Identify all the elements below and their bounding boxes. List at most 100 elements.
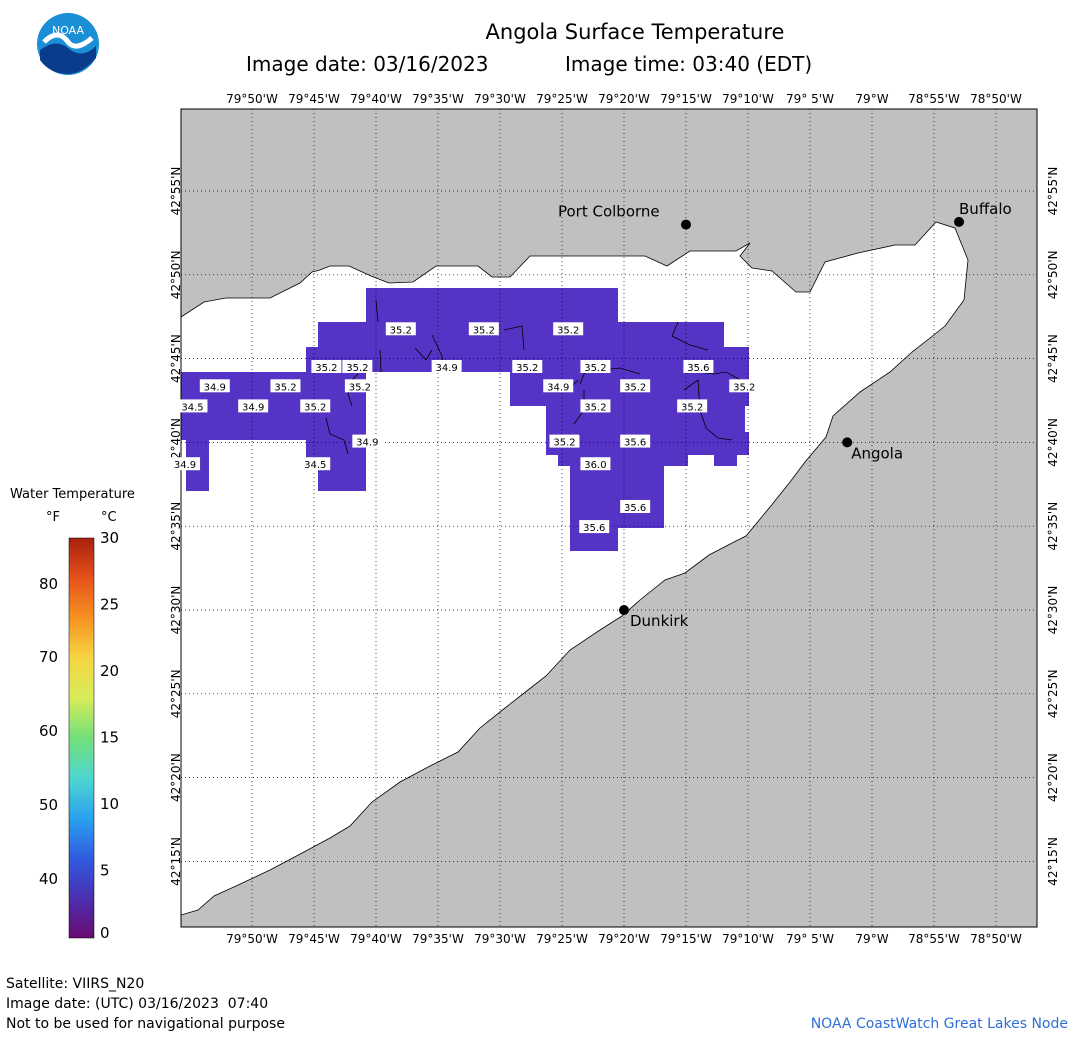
temperature-value: 35.2 <box>584 363 606 374</box>
temperature-label: 35.6 <box>620 434 651 449</box>
lon-tick-label: 79°45'W <box>288 92 340 106</box>
temperature-value: 35.6 <box>624 503 646 514</box>
temperature-label: 35.2 <box>344 379 375 393</box>
temperature-label-bg <box>300 457 331 471</box>
lon-tick-label: 79°35'W <box>412 932 464 946</box>
temperature-label-bg <box>620 499 651 513</box>
cold-water-patch <box>366 288 618 322</box>
image-time: Image time: 03:40 (EDT) <box>565 52 813 76</box>
legend-title: Water Temperature <box>10 487 135 502</box>
temperature-label-bg <box>352 434 383 448</box>
temperature-label-bg <box>580 457 611 471</box>
cold-water-patch <box>181 404 366 440</box>
temperature-label: 35.2 <box>553 322 584 336</box>
temperature-value: 35.6 <box>687 363 709 374</box>
temperature-value: 34.9 <box>547 382 569 393</box>
lon-tick-label: 79°30'W <box>474 932 526 946</box>
cold-water-patch <box>558 455 688 466</box>
legend-tick-f: 80 <box>39 575 58 593</box>
temperature-value: 35.6 <box>583 523 605 534</box>
lake-erie-water <box>180 221 969 916</box>
isotherm-line <box>379 349 382 373</box>
isotherm-line <box>325 417 349 455</box>
cold-water-patch <box>318 322 724 347</box>
legend-colorbar <box>68 537 95 939</box>
temperature-value: 34.5 <box>181 402 203 413</box>
temperature-value: 35.2 <box>304 402 326 413</box>
lon-tick-label: 79°25'W <box>536 92 588 106</box>
temperature-value: 35.2 <box>274 382 296 393</box>
temperature-map: 79°50'W 79°50'W 79°45'W 79°45'W 79°40'W 79°40… <box>169 92 1060 946</box>
temperature-value: 35.2 <box>473 325 495 336</box>
cold-water-patch <box>570 528 618 551</box>
lon-tick-label: 79°W <box>855 932 888 946</box>
credit-link[interactable]: NOAA CoastWatch Great Lakes Node <box>810 1016 1068 1032</box>
cold-water-patch <box>186 472 209 491</box>
temperature-label: 35.2 <box>580 399 611 413</box>
city-dot-icon <box>619 605 629 616</box>
temperature-label: 35.2 <box>311 359 342 374</box>
temperature-label: 35.2 <box>468 322 499 336</box>
isotherm-line <box>414 347 433 361</box>
temperature-label-bg <box>620 379 651 393</box>
temperature-label: 35.2 <box>620 379 651 393</box>
lon-tick-label: 78°50'W <box>970 92 1022 106</box>
temperature-value: 35.2 <box>315 363 337 374</box>
temperature-label-bg <box>344 379 375 393</box>
temperature-value: 34.9 <box>435 363 457 374</box>
lat-tick-label: 42°50'N <box>169 250 183 299</box>
page-title: Angola Surface Temperature <box>485 20 785 44</box>
lat-tick-label: 42°45'N <box>169 334 183 383</box>
lat-tick-label: 42°35'N <box>1046 502 1060 551</box>
temperature-value: 34.5 <box>304 460 326 471</box>
legend-unit-f: °F <box>46 510 60 525</box>
isotherm-line <box>683 379 733 441</box>
temperature-value: 35.2 <box>516 363 538 374</box>
lon-tick-label: 79°W <box>855 92 888 106</box>
temperature-label-bg <box>431 359 462 373</box>
temperature-label: 34.9 <box>543 379 574 393</box>
temperature-label: 34.5 <box>177 399 208 413</box>
lon-tick-label: 79°50'W <box>226 932 278 946</box>
lat-tick-label: 42°30'N <box>1046 586 1060 635</box>
lon-tick-label: 79°15'W <box>660 932 712 946</box>
isotherm-line <box>671 321 709 351</box>
temperature-label-bg <box>512 359 543 373</box>
temperature-label-bg <box>311 359 342 373</box>
temperature-label-bg <box>579 520 610 534</box>
temperature-label: 35.2 <box>580 359 611 374</box>
lon-tick-label: 79°20'W <box>598 932 650 946</box>
temperature-label: 35.2 <box>512 359 543 374</box>
legend-tick-c: 5 <box>100 862 110 880</box>
city-label: Port Colborne <box>558 203 660 221</box>
lon-tick-label: 79° 5'W <box>786 932 834 946</box>
city-label: Buffalo <box>959 200 1012 218</box>
temperature-value: 35.2 <box>349 382 371 393</box>
temperature-value: 35.2 <box>553 438 575 449</box>
temperature-label-bg <box>199 379 230 393</box>
temperature-label-bg <box>385 322 416 336</box>
city-marker: Angola <box>842 437 903 462</box>
temperature-value: 35.2 <box>557 325 579 336</box>
temperature-label: 34.9 <box>199 379 230 393</box>
city-dot-icon <box>680 219 691 230</box>
temperature-value: 36.0 <box>584 460 606 471</box>
temperature-label: 35.2 <box>549 434 580 449</box>
temperature-value: 35.2 <box>584 402 606 413</box>
cold-water-patch <box>546 406 745 432</box>
lat-tick-label: 42°15'N <box>169 837 183 886</box>
lat-tick-label: 42°15'N <box>1046 837 1060 886</box>
lat-tick-label: 42°55'N <box>169 167 183 216</box>
lat-tick-label: 42°20'N <box>1046 753 1060 802</box>
noaa-logo-text: NOAA <box>52 24 85 37</box>
temperature-label-bg <box>342 359 373 373</box>
legend-unit-c: °C <box>101 510 117 525</box>
lon-tick-label: 79°50'W <box>226 92 278 106</box>
lon-tick-label: 78°50'W <box>970 932 1022 946</box>
legend-tick-c: 10 <box>100 795 119 813</box>
lat-tick-label: 42°30'N <box>169 586 183 635</box>
temperature-value: 35.2 <box>681 402 703 413</box>
lat-tick-label: 42°25'N <box>1046 669 1060 718</box>
temperature-label: 35.2 <box>677 399 708 413</box>
